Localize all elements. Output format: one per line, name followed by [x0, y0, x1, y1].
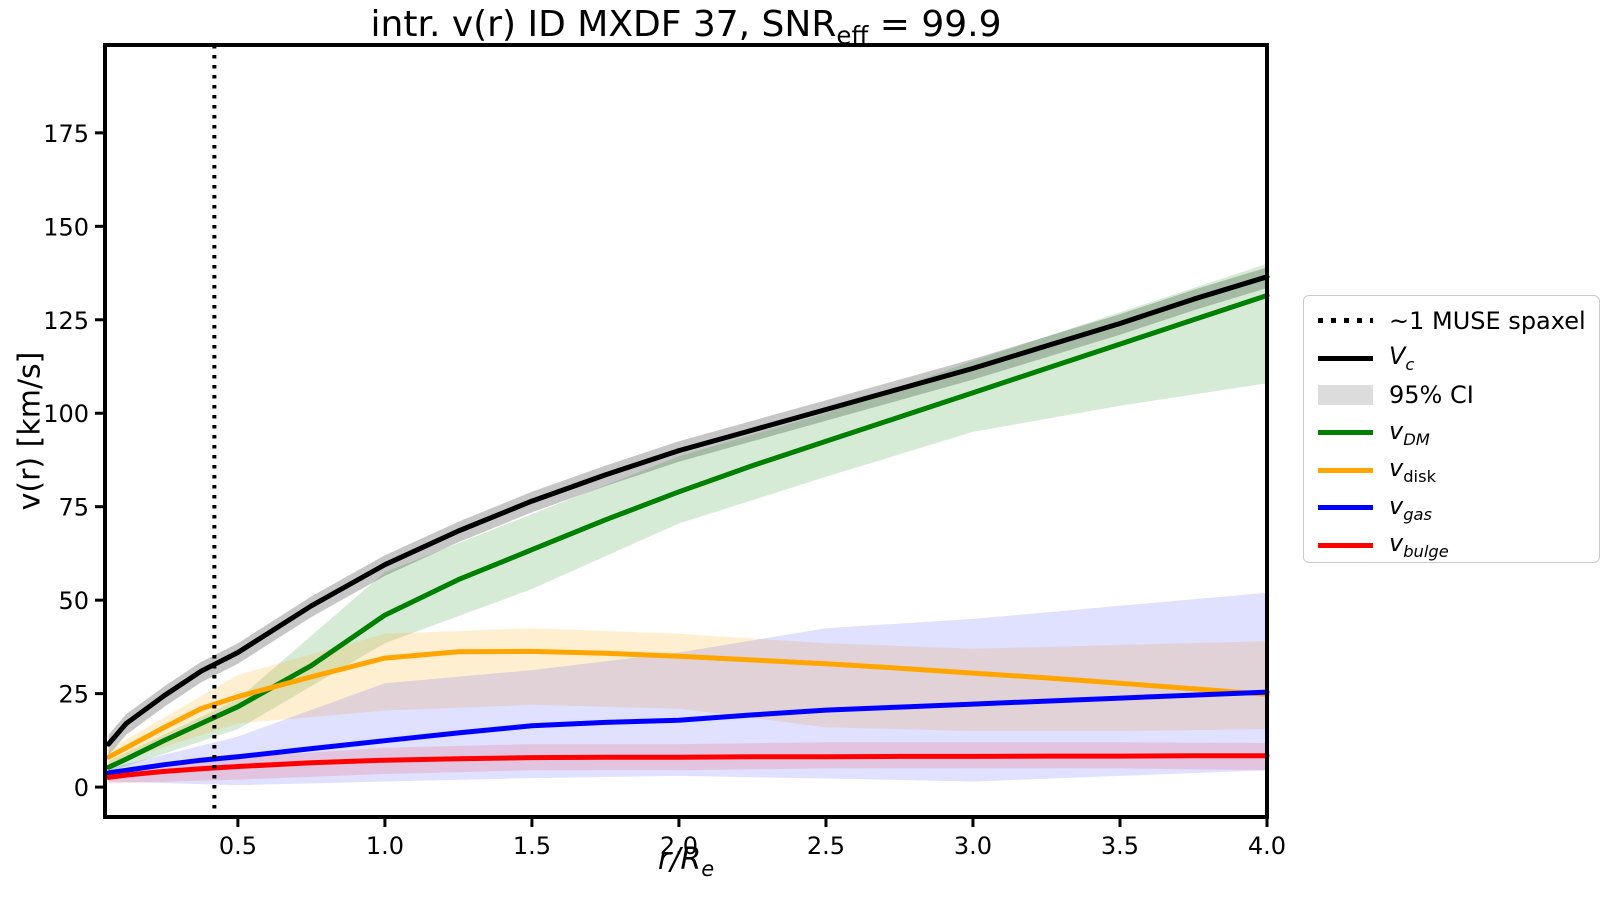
series-line-vc	[106, 274, 1270, 747]
legend-label: vbulge	[1389, 529, 1449, 561]
x-tick-label: 2.5	[807, 832, 845, 860]
chart-title: intr. v(r) ID MXDF 37, SNReff = 99.9	[105, 4, 1267, 50]
legend-patch-icon	[1318, 385, 1373, 406]
legend-item-6: vbulge	[1318, 526, 1599, 563]
legend-item-0: ~1 MUSE spaxel	[1318, 302, 1599, 339]
legend-line-icon	[1318, 355, 1373, 361]
chart-title-post: = 99.9	[868, 4, 1002, 45]
band-vbulge-ci	[108, 742, 1267, 784]
legend-label: ~1 MUSE spaxel	[1389, 306, 1586, 335]
series-line-vgas	[106, 689, 1270, 776]
x-tick-label: 2.0	[660, 832, 698, 860]
axis-ticks: 0.5 1.0 1.5 2.0 2.5 3.0 3.5 4.0 0 25 50 75 100 125 150…	[43, 120, 1286, 860]
legend-label: vgas	[1389, 491, 1433, 524]
legend-line-icon	[1318, 542, 1373, 548]
y-tick-label: 50	[58, 587, 89, 615]
x-tick-label: 0.5	[219, 832, 257, 860]
legend-line-icon	[1318, 430, 1373, 436]
x-axis-label: r/Re	[105, 842, 1267, 881]
series-line-vdisk	[106, 648, 1270, 760]
x-axis-label-sub: e	[701, 857, 715, 881]
chart-title-pre: intr. v(r) ID MXDF 37, SNR	[370, 4, 837, 45]
legend-item-3: vDM	[1318, 414, 1599, 451]
y-axis-label: v(r) [km/s]	[12, 351, 48, 511]
y-tick-label: 25	[58, 681, 89, 709]
band-vdisk-ci	[108, 628, 1267, 765]
y-tick-label: 100	[43, 400, 89, 428]
legend-label: Vc	[1389, 342, 1415, 374]
legend-item-1: Vc	[1318, 339, 1599, 376]
x-tick-label: 3.0	[954, 832, 992, 860]
legend-item-4: vdisk	[1318, 452, 1599, 489]
legend-label: vDM	[1389, 416, 1430, 449]
legend: ~1 MUSE spaxel Vc 95% CI vDM vdisk vgas vbulge	[1303, 295, 1600, 563]
legend-line-icon	[1318, 505, 1373, 511]
legend-label: vdisk	[1389, 454, 1437, 487]
x-tick-label: 4.0	[1248, 832, 1286, 860]
axes-spines	[103, 43, 1269, 819]
y-tick-label: 150	[43, 213, 89, 241]
x-tick-label: 1.0	[366, 832, 404, 860]
y-tick-label: 0	[74, 774, 89, 802]
legend-item-2: 95% CI	[1318, 377, 1599, 414]
band-ci95	[108, 267, 1267, 756]
series-line-vdm	[106, 293, 1270, 770]
x-tick-label: 1.5	[513, 832, 551, 860]
x-tick-label: 3.5	[1101, 832, 1139, 860]
legend-dotted-line-icon	[1318, 318, 1373, 323]
legend-line-icon	[1318, 467, 1373, 473]
y-tick-label: 175	[43, 120, 89, 148]
chart-title-sub: eff	[836, 21, 869, 51]
series-line-vbulge	[106, 753, 1270, 780]
y-tick-label: 125	[43, 307, 89, 335]
legend-item-5: vgas	[1318, 489, 1599, 526]
y-tick-label: 75	[58, 494, 89, 522]
x-axis-label-main: r/R	[657, 842, 702, 877]
legend-label: 95% CI	[1389, 381, 1474, 410]
